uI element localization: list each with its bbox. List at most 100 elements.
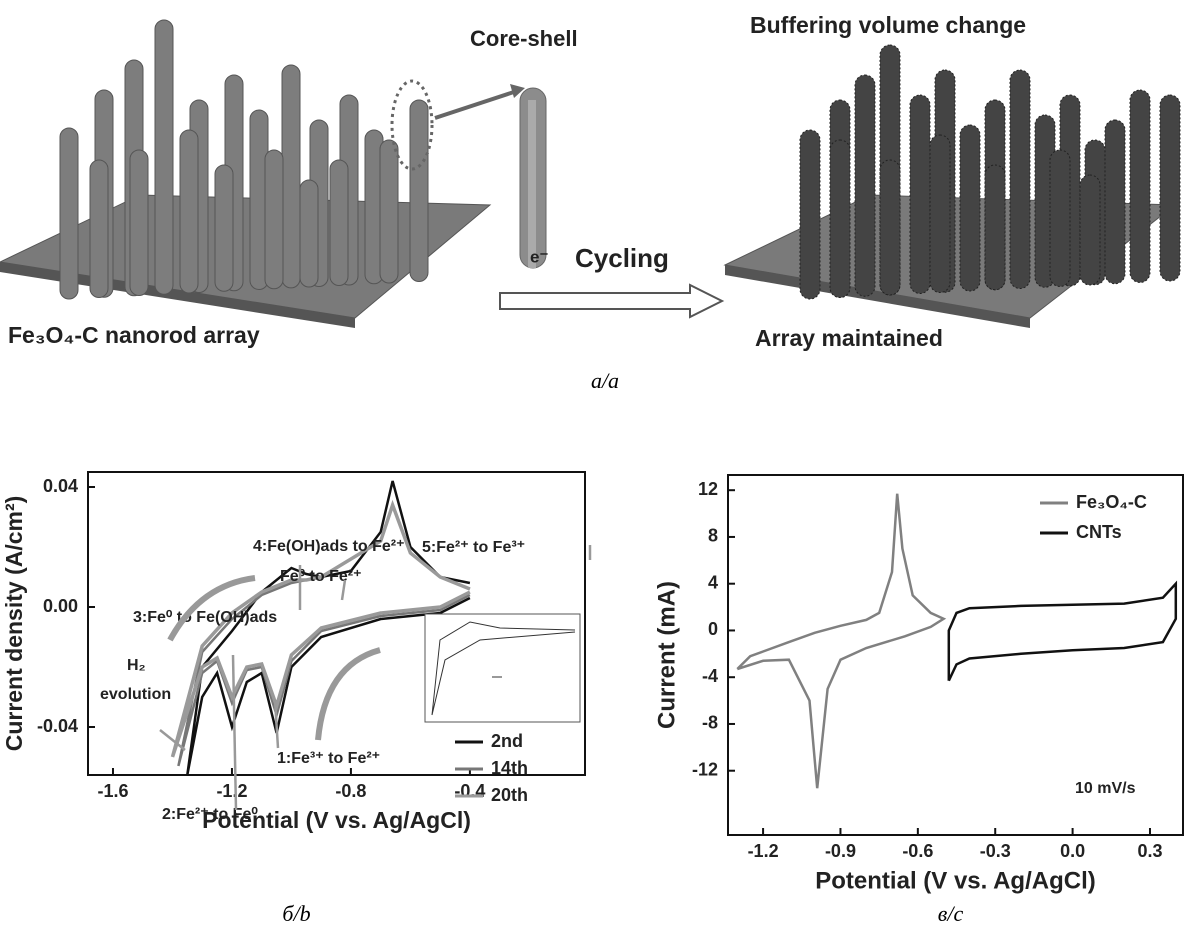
rod [1104,119,1126,285]
y-tick-label: -8 [702,713,718,733]
rod [929,134,951,293]
rod [854,74,876,297]
series-line [736,493,947,789]
pointer [159,729,186,751]
y-tick-label: 0.04 [43,476,78,496]
annotation: Fe⁰ to Fe²⁺ [280,568,362,585]
y-tick-label: 0 [708,619,718,639]
rod [329,159,349,286]
label: e⁻ [530,247,548,266]
series-line [947,580,1178,682]
x-axis-title: Potential (V vs. Ag/AgCl) [815,867,1095,894]
plot-frame [87,471,586,776]
caption: б/b [282,901,310,926]
pointer [231,654,238,811]
label: Fe₃O₄-C nanorod array [8,322,260,348]
rod [984,164,1006,291]
plot-frame [727,474,1184,836]
rod [879,159,901,296]
rod [909,94,931,294]
rods [799,44,1181,300]
legend-label: CNTs [1076,522,1122,542]
annotation: 5:Fe²⁺ to Fe³⁺ [422,539,525,556]
rod [1079,174,1101,286]
rod [154,19,174,295]
annotation: 3:Fe⁰ to Fe(OH)ads [133,609,277,626]
rod [829,139,851,298]
rod [1159,94,1181,282]
annotation: evolution [100,686,171,703]
rod [379,139,399,284]
x-tick-label: -0.6 [902,841,933,861]
annotation: 1:Fe³⁺ to Fe²⁺ [277,750,380,767]
y-tick-label: 8 [708,526,718,546]
x-tick-label: 0.0 [1060,841,1085,861]
highlight [390,79,434,171]
label: Core-shell [470,26,578,51]
chart: -1.2 -0.9 -0.6 -0.3 0.0 0.3 12 8 4 0 -4 -8 -12 Potent… [653,474,1184,926]
rods [59,19,429,300]
annotation: 2:Fe²⁺ to Fe⁰ [162,806,258,823]
y-tick-label: 4 [708,572,718,592]
cycling-arrow [499,283,725,319]
scan-arrow [315,647,381,741]
inset-frame [424,613,581,723]
rod [281,64,301,289]
rod [129,149,149,296]
rod [89,159,109,298]
legend-label: Fe₃O₄-C [1076,492,1147,512]
annotation: 4:Fe(OH)ads to Fe²⁺ [253,538,405,555]
y-axis-title: Current (mA) [653,581,680,729]
x-axis-title: Potential (V vs. Ag/AgCl) [202,807,471,833]
annotation: 10 mV/s [1075,780,1136,797]
y-tick-label: -4 [702,666,718,686]
rod [179,129,199,294]
rod [264,149,284,290]
x-tick-label: -1.2 [216,781,247,801]
y-tick-label: 12 [698,479,718,499]
label: Cycling [575,243,669,273]
label: Array maintained [755,325,943,351]
x-tick-label: -0.9 [825,841,856,861]
chart: -1.6 -1.2 -0.8 -0.4 0.04 0.00 -0.04 Potential (… [1,471,592,926]
rod [59,127,79,300]
legend-label: 20th [491,785,528,805]
x-tick-label: -1.2 [748,841,779,861]
label: Buffering volume change [750,12,1026,38]
scan-arrow [167,575,256,642]
x-tick-label: -0.8 [335,781,366,801]
series-line [186,480,471,776]
arrow [434,88,521,120]
inset-curve [431,621,576,716]
legend-label: 14th [491,758,528,778]
annotation: H₂ [127,657,146,674]
rod [214,164,234,292]
rod [1009,69,1031,289]
rod [409,99,429,282]
caption: в/c [938,901,964,926]
y-tick-label: -12 [692,759,718,779]
legend-label: 2nd [491,731,523,751]
series-line [170,499,471,758]
y-tick-label: 0.00 [43,596,78,616]
y-tick-label: -0.04 [37,716,78,736]
rod [799,129,821,300]
rod [299,179,319,288]
rod [1129,89,1151,283]
diagram: Core-shell Buffering volume change Cycli… [0,12,1181,393]
rod [1049,149,1071,287]
pointer [273,699,280,749]
x-tick-label: 0.3 [1137,841,1162,861]
x-tick-label: -0.4 [454,781,485,801]
arrow-head [510,84,525,98]
pointer [340,579,347,601]
caption: a/a [591,368,619,393]
rod [959,124,981,292]
y-axis-title: Current density (A/cm²) [1,496,27,752]
substrate-edge [0,262,355,328]
x-tick-label: -1.6 [97,781,128,801]
x-tick-label: -0.3 [980,841,1011,861]
core [528,100,536,268]
